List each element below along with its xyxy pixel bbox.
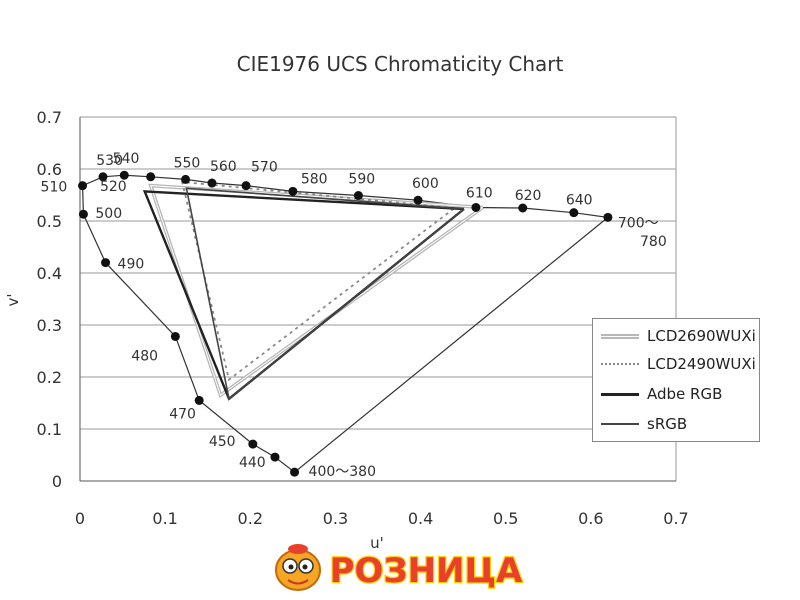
wavelength-label: 700～ bbox=[618, 215, 659, 231]
y-tick-label: 0.7 bbox=[37, 108, 62, 127]
wavelength-label-780: 780 bbox=[640, 234, 667, 250]
y-tick-label: 0.5 bbox=[37, 212, 62, 231]
y-tick-label: 0.3 bbox=[37, 316, 62, 335]
legend-swatch-dotted bbox=[601, 363, 639, 365]
y-axis-label: v' bbox=[4, 293, 22, 306]
x-tick-label: 0.7 bbox=[663, 509, 688, 528]
wavelength-point bbox=[98, 172, 108, 182]
wavelength-label: 470 bbox=[169, 406, 196, 422]
gamut-series bbox=[142, 180, 484, 401]
y-tick-label: 0.6 bbox=[37, 160, 62, 179]
wavelength-label: 610 bbox=[466, 185, 493, 201]
wavelength-label: 520 bbox=[100, 179, 127, 195]
y-tick-label: 0.2 bbox=[37, 368, 62, 387]
wavelength-label: 510 bbox=[41, 180, 68, 196]
wavelength-point bbox=[270, 452, 280, 462]
wavelength-point bbox=[78, 209, 88, 219]
wavelength-point bbox=[569, 208, 579, 218]
legend-item-srgb: sRGB bbox=[601, 413, 687, 435]
wavelength-label: 560 bbox=[210, 159, 237, 175]
logo-text: РОЗНИЦА bbox=[330, 551, 523, 591]
wavelength-label: 400～380 bbox=[309, 464, 376, 480]
wavelength-label: 450 bbox=[209, 434, 236, 450]
legend-label: Adbe RGB bbox=[647, 385, 723, 403]
legend-label: sRGB bbox=[647, 415, 688, 433]
y-tick-label: 0 bbox=[52, 472, 62, 491]
spectral-locus-line bbox=[81, 174, 610, 473]
wavelength-point bbox=[353, 191, 363, 201]
wavelength-label: 530 bbox=[96, 153, 123, 169]
wavelength-point bbox=[248, 439, 258, 449]
wavelength-point bbox=[170, 331, 180, 341]
wavelength-label: 620 bbox=[515, 188, 542, 204]
wavelength-point bbox=[101, 258, 111, 268]
wavelength-label: 440 bbox=[239, 455, 266, 471]
legend-item-lcd2490: LCD2490WUXi bbox=[601, 353, 756, 375]
wavelength-points bbox=[78, 170, 613, 477]
wavelength-label: 540 bbox=[113, 151, 140, 167]
wavelength-point bbox=[119, 170, 129, 180]
legend-swatch-solid bbox=[601, 423, 639, 425]
legend-swatch-double-gray bbox=[601, 333, 639, 339]
legend-item-lcd2690: LCD2690WUXi bbox=[601, 325, 756, 347]
wavelength-point bbox=[290, 467, 300, 477]
wavelength-point bbox=[518, 203, 528, 213]
legend: LCD2690WUXi LCD2490WUXi Adbe RGB sRGB bbox=[592, 318, 760, 442]
axes bbox=[79, 117, 676, 482]
wavelength-label: 640 bbox=[566, 193, 593, 209]
x-tick-label: 0.3 bbox=[323, 509, 348, 528]
wavelength-point bbox=[207, 178, 217, 188]
legend-swatch-solid-thick bbox=[601, 392, 639, 396]
wavelength-label: 500 bbox=[95, 206, 122, 222]
gamut-line-lcd2690wuxi bbox=[148, 183, 484, 399]
wavelength-label: 480 bbox=[131, 348, 158, 364]
wavelength-point bbox=[146, 172, 156, 182]
x-tick-label: 0.5 bbox=[493, 509, 518, 528]
x-tick-label: 0.4 bbox=[408, 509, 433, 528]
wavelength-label: 600 bbox=[412, 176, 439, 192]
wavelength-point bbox=[471, 202, 481, 212]
mascot-icon bbox=[275, 544, 321, 591]
wavelength-point bbox=[181, 174, 191, 184]
x-tick-label: 0.6 bbox=[578, 509, 603, 528]
y-tick-label: 0.4 bbox=[37, 264, 62, 283]
x-tick-label: 0.2 bbox=[238, 509, 263, 528]
wavelength-point bbox=[288, 186, 298, 196]
grid-lines bbox=[80, 116, 677, 481]
wavelength-label: 580 bbox=[301, 171, 328, 187]
legend-label: LCD2490WUXi bbox=[647, 355, 756, 373]
legend-item-adobe-rgb: Adbe RGB bbox=[601, 383, 722, 405]
gamut-line-inner bbox=[149, 185, 483, 397]
y-tick-label: 0.1 bbox=[37, 420, 62, 439]
x-axis-label: u' bbox=[370, 534, 384, 552]
tick-labels: 0 0.1 0.2 0.3 0.4 0.5 0.6 0.7 0 0.1 0.2 0.3 0.4 0.5 0.… bbox=[37, 108, 689, 528]
x-tick-label: 0.1 bbox=[152, 509, 177, 528]
wavelength-point bbox=[78, 181, 88, 191]
wavelength-label: 570 bbox=[251, 160, 278, 176]
wavelength-point bbox=[413, 195, 423, 205]
spectral-locus bbox=[81, 174, 610, 473]
wavelength-label: 590 bbox=[348, 172, 375, 188]
wavelength-label: 490 bbox=[118, 257, 145, 273]
chart-title: CIE1976 UCS Chromaticity Chart bbox=[236, 52, 564, 76]
wavelength-label: 550 bbox=[174, 155, 201, 171]
wavelength-point bbox=[603, 212, 613, 222]
gamut-line-lcd2490wuxi bbox=[181, 180, 456, 382]
gamut-line-srgb bbox=[185, 187, 465, 401]
roznitsa-logo: РОЗНИЦА bbox=[275, 544, 524, 592]
wavelength-point bbox=[241, 181, 251, 191]
legend-label: LCD2690WUXi bbox=[647, 327, 756, 345]
wavelength-point bbox=[194, 395, 204, 405]
x-tick-label: 0 bbox=[75, 509, 85, 528]
